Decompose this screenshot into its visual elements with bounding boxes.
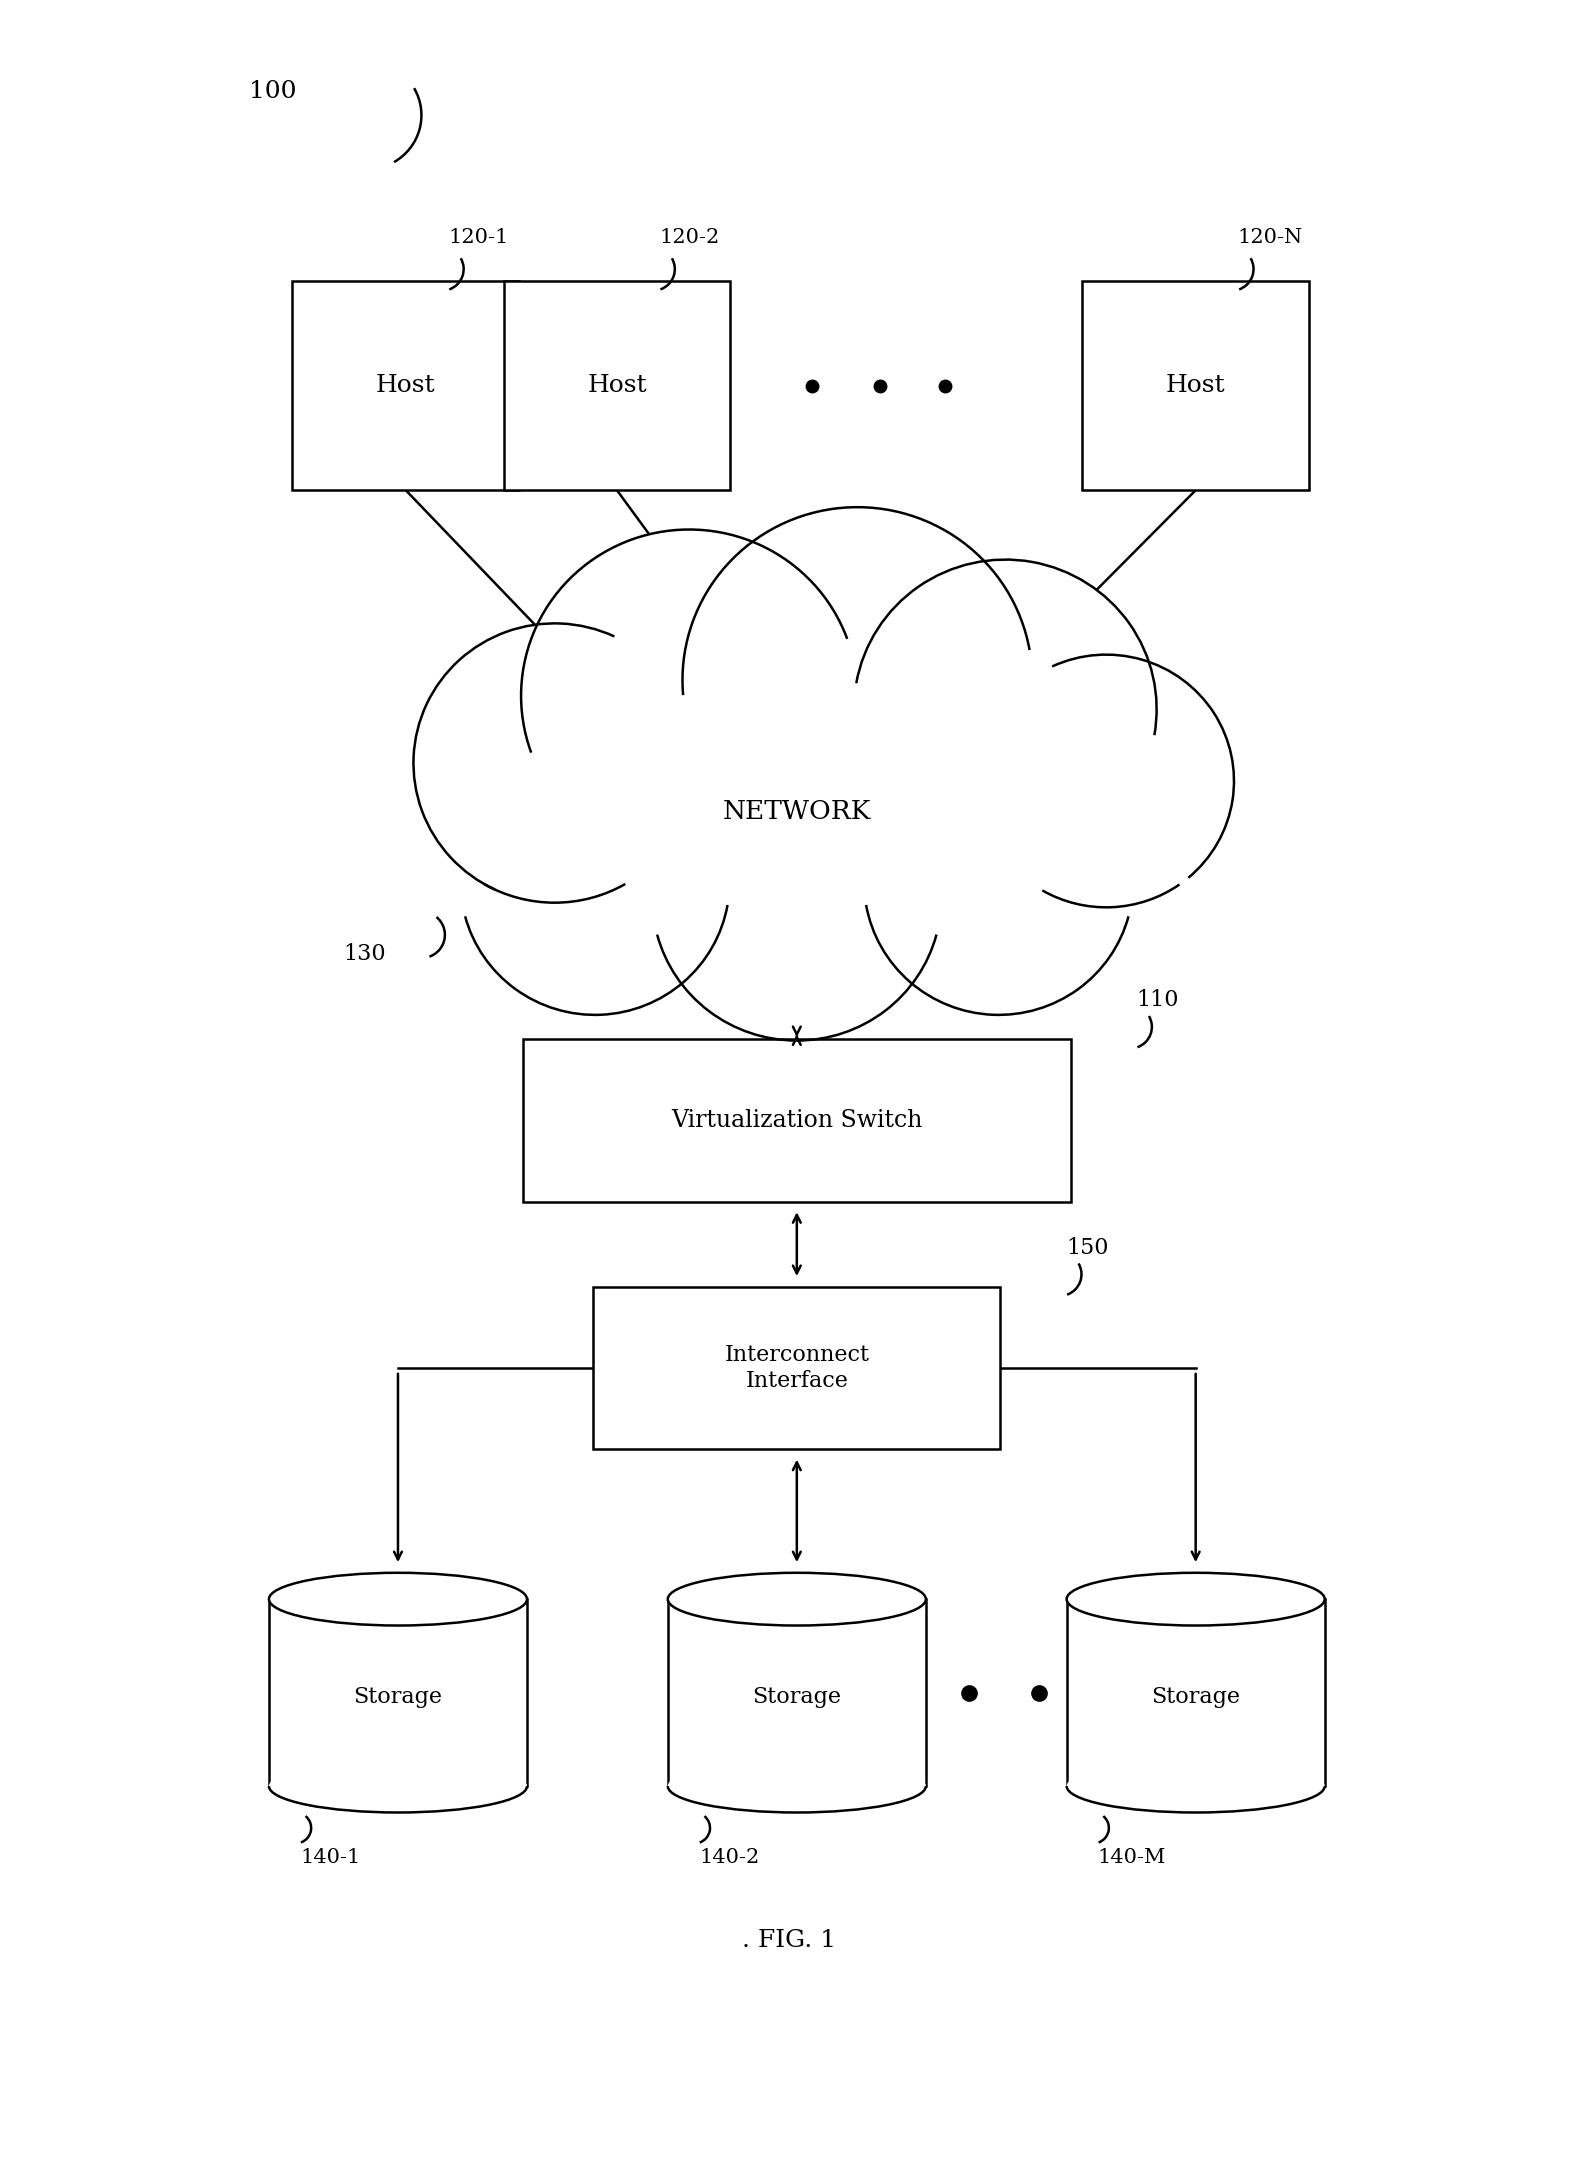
Ellipse shape [667, 1573, 926, 1626]
Ellipse shape [486, 691, 1108, 937]
Circle shape [978, 654, 1234, 906]
Text: 140-M: 140-M [1098, 1848, 1166, 1867]
Circle shape [521, 529, 857, 863]
Text: NETWORK: NETWORK [723, 800, 871, 824]
Bar [503, 281, 731, 490]
Circle shape [682, 508, 1032, 852]
Circle shape [865, 750, 1133, 1015]
Circle shape [854, 560, 1157, 859]
Text: 150: 150 [1065, 1238, 1108, 1259]
Bar [1067, 1599, 1324, 1787]
Ellipse shape [268, 1573, 527, 1626]
Text: 120-N: 120-N [1237, 229, 1303, 248]
Bar [522, 1039, 1070, 1201]
Text: 100: 100 [249, 81, 297, 102]
Text: Interconnect
Interface: Interconnect Interface [724, 1344, 869, 1392]
Ellipse shape [1067, 1761, 1324, 1813]
Text: Host: Host [587, 375, 647, 397]
Ellipse shape [1067, 1573, 1324, 1626]
Text: 120-2: 120-2 [660, 229, 720, 248]
Text: Host: Host [1166, 375, 1226, 397]
Text: Storage: Storage [1152, 1687, 1240, 1708]
Text: Storage: Storage [753, 1687, 841, 1708]
Bar [268, 1599, 527, 1787]
Text: Virtualization Switch: Virtualization Switch [671, 1109, 923, 1131]
Text: 140-1: 140-1 [300, 1848, 361, 1867]
Text: 140-2: 140-2 [699, 1848, 759, 1867]
Circle shape [652, 754, 942, 1042]
Ellipse shape [667, 1761, 926, 1813]
Text: 110: 110 [1136, 989, 1179, 1011]
Circle shape [461, 750, 729, 1015]
Text: Host: Host [376, 375, 436, 397]
Circle shape [413, 623, 696, 902]
Text: . FIG. 1: . FIG. 1 [742, 1928, 836, 1952]
Text: Storage: Storage [353, 1687, 442, 1708]
Bar [292, 281, 519, 490]
Ellipse shape [268, 1761, 527, 1813]
Text: 120-1: 120-1 [448, 229, 508, 248]
Bar [667, 1599, 926, 1787]
Bar [593, 1286, 1000, 1449]
Text: 130: 130 [344, 944, 387, 965]
Bar [1083, 281, 1310, 490]
